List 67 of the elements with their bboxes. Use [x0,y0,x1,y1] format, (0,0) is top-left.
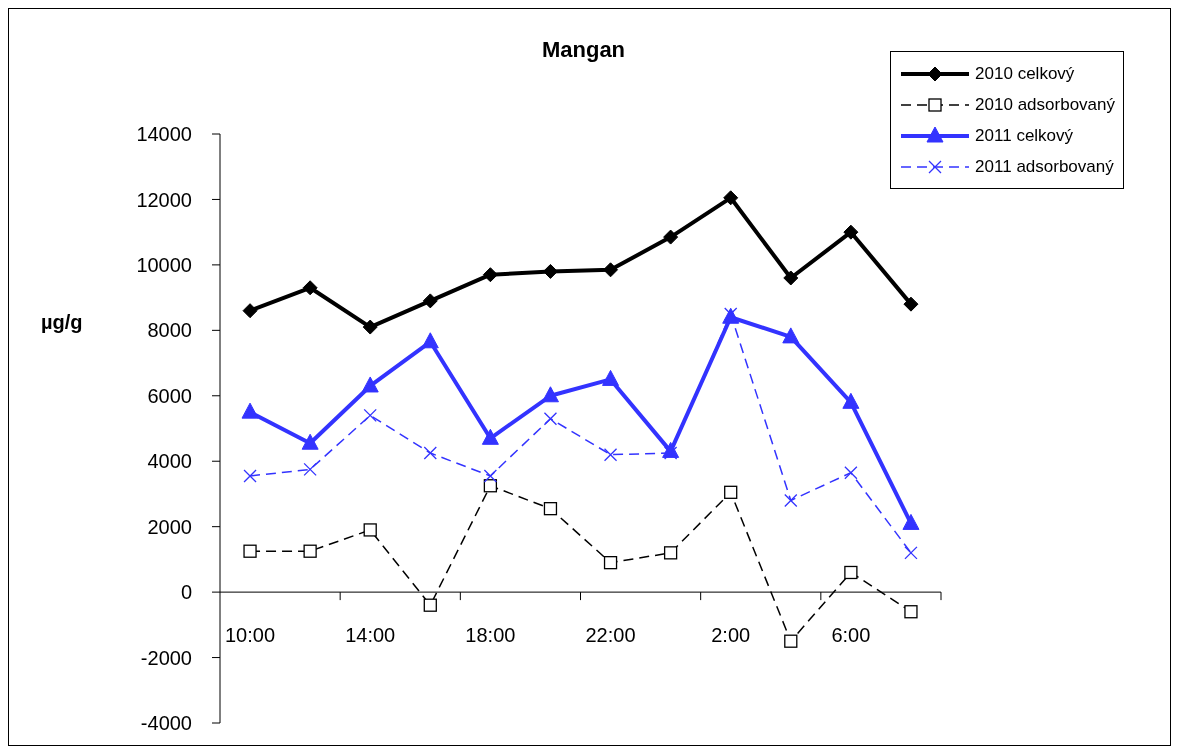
y-tick-label: 10000 [136,253,192,276]
x-tick-label: 18:00 [465,624,516,647]
y-tick-label: -4000 [140,712,192,735]
point [421,332,439,349]
x-tick-label: 2:00 [711,624,751,647]
x-tick-label: 22:00 [585,624,636,647]
point [543,502,558,516]
point [844,466,858,480]
point [602,369,620,386]
point [302,280,318,296]
point [782,327,800,344]
x-tick-label: 10:00 [225,624,276,647]
point [483,479,498,493]
legend-label: 2011 adsorbovaný [975,156,1114,177]
point [483,469,498,483]
point [541,386,559,403]
point [423,598,437,612]
point [243,469,257,483]
y-tick-label: -2000 [140,646,192,669]
point [903,296,919,312]
point [603,262,619,278]
point [843,224,859,240]
x-tick-label: 6:00 [831,624,871,647]
chart-title: Mangan [540,37,627,63]
point [784,634,798,648]
point [603,556,618,570]
legend-label: 2011 celkový [975,125,1074,146]
y-tick-label: 12000 [136,188,192,211]
point [422,293,438,309]
point [663,546,678,560]
point [543,412,558,426]
point [303,462,317,477]
point [902,513,920,530]
point [723,190,739,206]
point [663,229,679,245]
point [241,402,259,419]
point [663,446,678,460]
point [243,544,257,558]
point [844,565,858,580]
point [362,319,378,335]
y-tick-label: 14000 [136,123,192,146]
point [363,408,377,423]
legend-label: 2010 celkový [975,63,1075,84]
x-tick-label: 14:00 [345,624,396,647]
point [784,493,798,508]
point [301,433,319,450]
point [842,392,860,409]
point [482,267,498,283]
point [904,605,918,619]
point [363,523,377,537]
point [361,376,379,393]
y-tick-label: 8000 [147,319,192,342]
point [542,263,558,279]
point [481,428,499,445]
point [783,270,799,286]
y-tick-label: 4000 [147,450,192,473]
y-tick-label: 0 [180,581,192,604]
legend-label: 2010 adsorbovaný [975,94,1115,115]
y-axis-title: µg/g [41,311,83,334]
point [603,448,618,462]
point [724,485,738,499]
point [242,303,258,319]
y-tick-label: 2000 [147,515,192,538]
point [423,446,437,460]
y-tick-label: 6000 [147,384,192,407]
point [904,546,918,560]
point [303,544,317,558]
